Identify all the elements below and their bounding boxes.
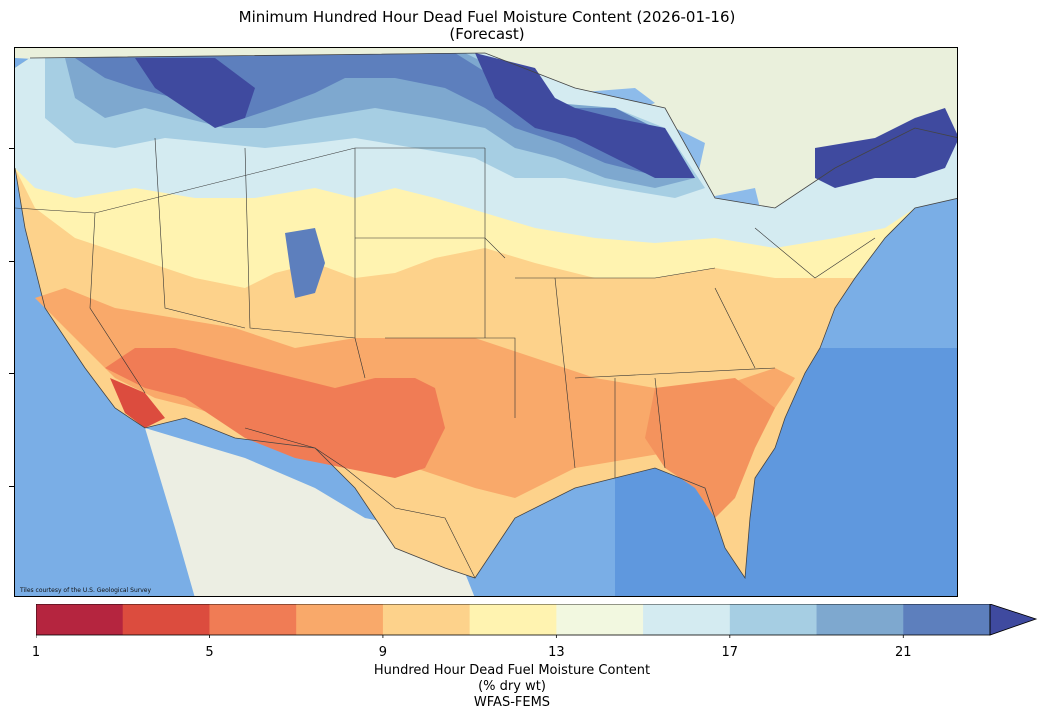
colorbar-swatch (469, 604, 557, 635)
colorbar-swatch (382, 604, 471, 635)
colorbar-tick-label: 13 (548, 645, 565, 660)
y-tick (9, 373, 14, 374)
colorbar-swatch (296, 604, 384, 635)
zone-wyoming-high (285, 228, 325, 298)
colorbar (36, 604, 1038, 638)
tile-credit: Tiles courtesy of the U.S. Geological Su… (20, 587, 152, 594)
colorbar-swatch (556, 604, 644, 635)
zone-3-5-socal (110, 378, 165, 428)
colorbar-tick-label: 1 (31, 645, 41, 660)
colorbar-swatch (816, 604, 904, 635)
colorbar-label-line-1: Hundred Hour Dead Fuel Moisture Content (373, 663, 651, 678)
mexico-land (145, 428, 475, 596)
colorbar-swatch (643, 604, 731, 635)
colorbar-tick-label: 9 (378, 645, 388, 660)
colorbar-label: Hundred Hour Dead Fuel Moisture Content … (0, 663, 1024, 711)
colorbar-label-line-3: WFAS-FEMS (473, 695, 551, 710)
colorbar-swatch (903, 604, 991, 635)
colorbar-swatch (122, 604, 210, 635)
zone-23-plus-ne (815, 108, 957, 188)
canada-land (15, 48, 957, 208)
colorbar-swatch (36, 604, 124, 635)
colorbar-label-line-2: (% dry wt) (478, 679, 546, 694)
colorbar-tick-label: 21 (894, 645, 912, 660)
y-tick (9, 261, 14, 262)
colorbar-outline (36, 604, 991, 636)
y-tick (9, 486, 14, 487)
colorbar-tick-label: 17 (721, 645, 739, 660)
colorbar-swatches (36, 604, 991, 635)
y-tick (9, 148, 14, 149)
fuel-moisture-map[interactable]: Tiles courtesy of the U.S. Geological Su… (14, 47, 958, 597)
title-line-1: Minimum Hundred Hour Dead Fuel Moisture … (238, 8, 736, 26)
colorbar-extend-arrow (989, 604, 1038, 636)
colorbar-swatch (729, 604, 818, 635)
zone-23-plus-nw (135, 58, 255, 128)
colorbar-tick-label: 5 (205, 645, 214, 660)
zone-23-plus-midwest (475, 53, 695, 178)
zone-7-se (645, 378, 775, 518)
zone-5-7 (105, 348, 445, 478)
title-line-2: (Forecast) (449, 25, 525, 43)
map-title: Minimum Hundred Hour Dead Fuel Moisture … (0, 9, 974, 43)
map-canvas (15, 48, 957, 596)
colorbar-ticks (36, 635, 904, 638)
colorbar-swatch (209, 604, 297, 635)
state-borders (15, 137, 876, 579)
coastline (15, 52, 957, 580)
